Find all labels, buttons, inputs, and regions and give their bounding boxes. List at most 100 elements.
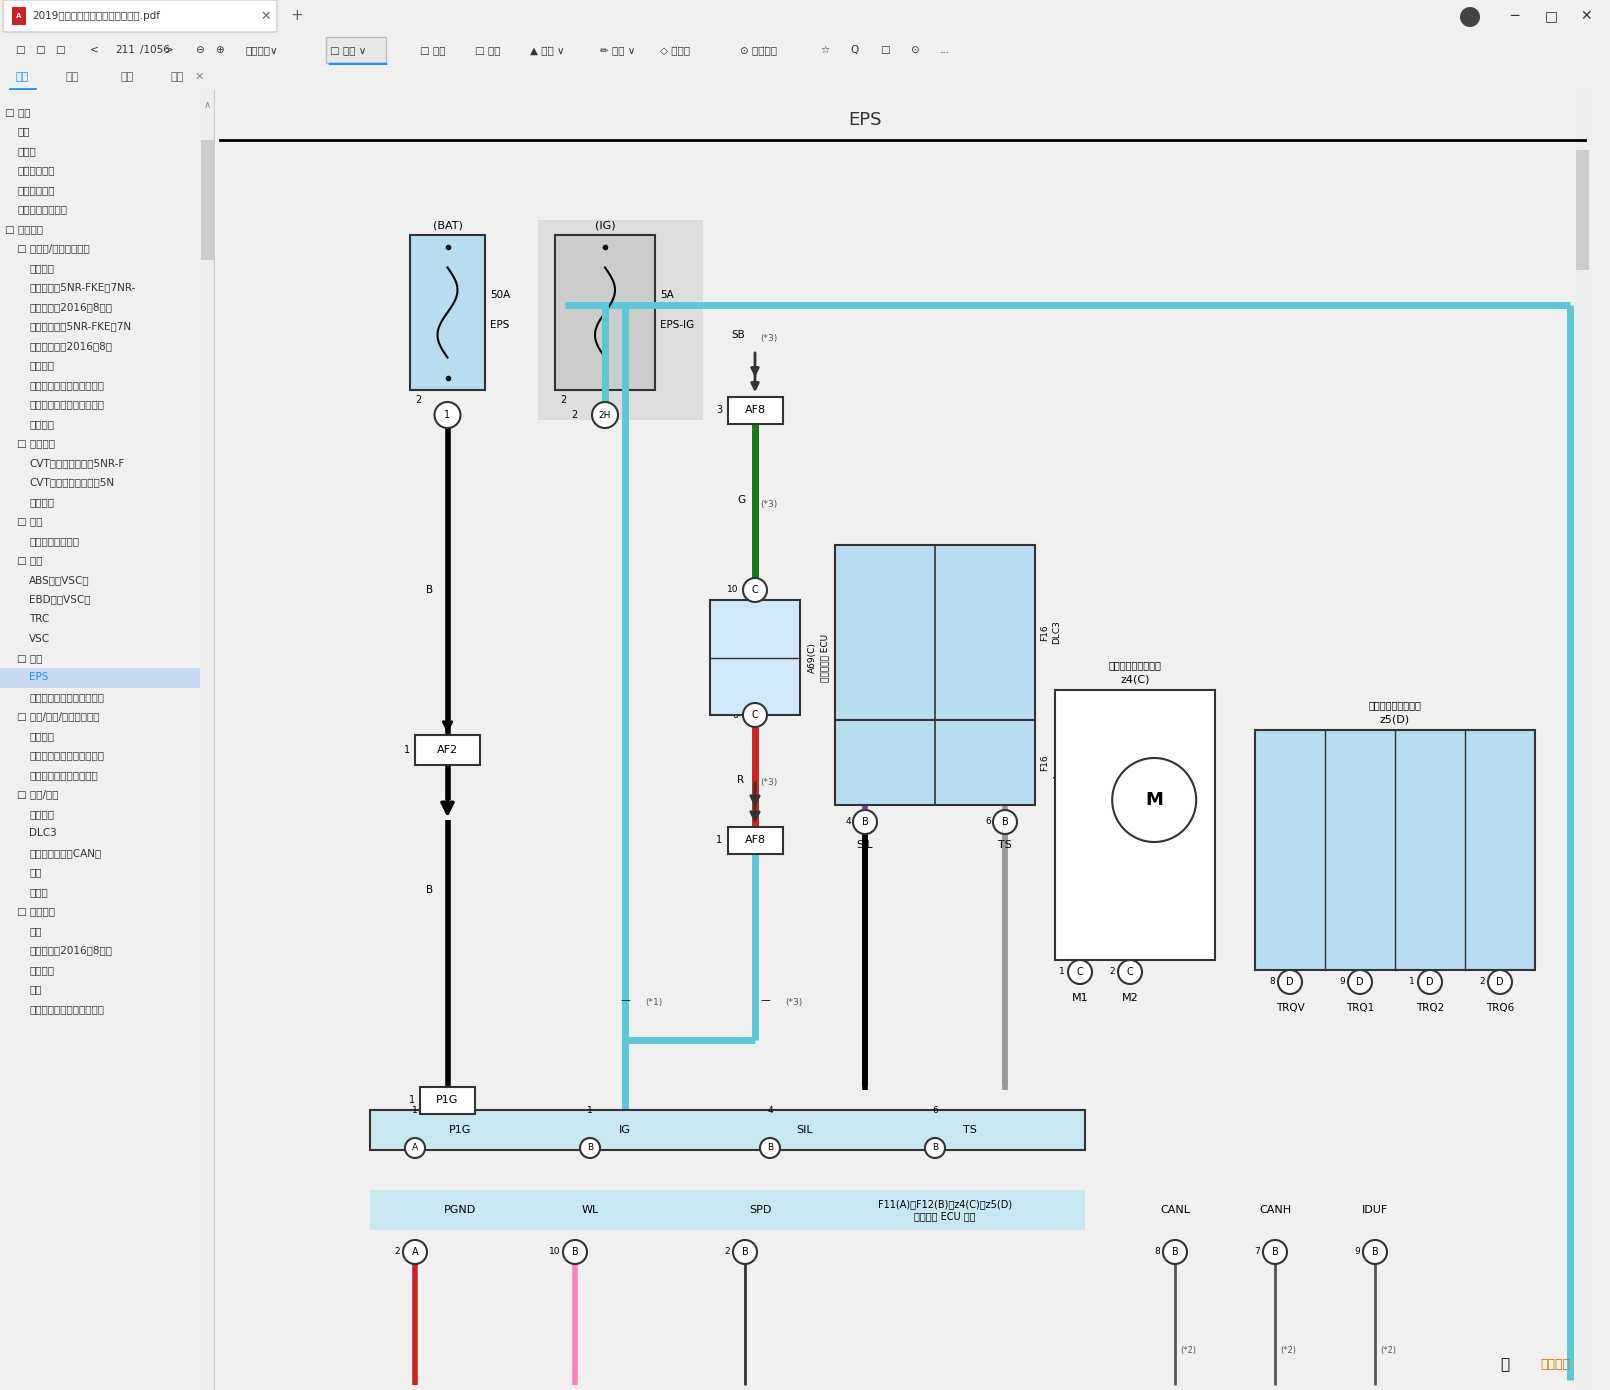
- Text: E: E: [850, 758, 857, 767]
- Text: □ 发动机/混合动力系统: □ 发动机/混合动力系统: [18, 243, 90, 253]
- Text: R: R: [737, 776, 744, 785]
- Bar: [0, 669, 200, 688]
- Text: 9: 9: [1340, 977, 1344, 987]
- Text: 211: 211: [114, 44, 135, 56]
- Text: 搭铁点: 搭铁点: [29, 887, 48, 897]
- Text: 1: 1: [1409, 977, 1415, 987]
- Text: (*2): (*2): [1180, 1346, 1196, 1354]
- Text: □ 传动系统: □ 传动系统: [18, 438, 55, 449]
- Text: CVT和换档指示灯（5NR-F: CVT和换档指示灯（5NR-F: [29, 457, 124, 468]
- Text: 音响系统: 音响系统: [29, 731, 55, 741]
- Text: 50A: 50A: [489, 291, 510, 300]
- Text: z5(D): z5(D): [1380, 714, 1410, 726]
- Text: B: B: [1001, 817, 1008, 827]
- Circle shape: [1364, 1240, 1386, 1264]
- Text: □ 音频/视频/车载通信系统: □ 音频/视频/车载通信系统: [18, 712, 100, 721]
- Text: B: B: [932, 1144, 939, 1152]
- Text: V: V: [850, 639, 857, 651]
- Text: 1: 1: [716, 835, 723, 845]
- Text: 2: 2: [1109, 967, 1116, 977]
- Circle shape: [1348, 970, 1372, 994]
- Text: D: D: [1356, 977, 1364, 987]
- Text: CVT和换档指示灯（除5N: CVT和换档指示灯（除5N: [29, 478, 114, 488]
- FancyBboxPatch shape: [728, 827, 782, 853]
- Text: 2: 2: [394, 1247, 399, 1257]
- Text: >: >: [164, 44, 174, 56]
- Text: EBD（带VSC）: EBD（带VSC）: [29, 595, 90, 605]
- Text: GR: GR: [943, 758, 958, 767]
- Text: 5A: 5A: [660, 291, 673, 300]
- Bar: [1576, 150, 1589, 270]
- Text: P1G: P1G: [449, 1125, 472, 1136]
- Text: 充电系统: 充电系统: [29, 809, 55, 819]
- Text: GR: GR: [943, 639, 958, 651]
- FancyBboxPatch shape: [420, 1087, 475, 1113]
- Text: 2: 2: [724, 1247, 729, 1257]
- Text: ⊖: ⊖: [195, 44, 204, 56]
- Text: 2: 2: [572, 410, 576, 420]
- Text: 组合仪表（2016年8月之: 组合仪表（2016年8月之: [29, 945, 113, 955]
- Circle shape: [993, 810, 1018, 834]
- Text: □ 视图: □ 视图: [420, 44, 446, 56]
- Text: 4号接线连接器: 4号接线连接器: [1053, 745, 1061, 780]
- Text: (*2): (*2): [1380, 1346, 1396, 1354]
- Circle shape: [1278, 970, 1302, 994]
- Text: □: □: [55, 44, 64, 56]
- Text: TRQ6: TRQ6: [1486, 1004, 1513, 1013]
- Text: 4: 4: [845, 796, 850, 806]
- Text: SPD: SPD: [749, 1205, 771, 1215]
- Text: 1: 1: [404, 745, 411, 755]
- Text: TS: TS: [971, 569, 987, 581]
- Text: TS: TS: [998, 840, 1013, 851]
- Text: ∧: ∧: [203, 100, 211, 110]
- Text: □: □: [1546, 8, 1558, 24]
- Text: ─: ─: [1510, 8, 1518, 24]
- Text: 门锁控制: 门锁控制: [29, 965, 55, 974]
- Text: (*3): (*3): [760, 334, 778, 342]
- Bar: [1575, 90, 1591, 1390]
- Text: 电源: 电源: [29, 867, 42, 877]
- Circle shape: [1113, 758, 1196, 842]
- Text: □: □: [881, 44, 890, 56]
- Text: ✕: ✕: [195, 72, 204, 82]
- FancyBboxPatch shape: [710, 600, 800, 714]
- Circle shape: [435, 402, 460, 428]
- Circle shape: [1067, 960, 1092, 984]
- Text: (*2): (*2): [1280, 1346, 1296, 1354]
- Text: F11(A)、F12(B)、z4(C)、z5(D)
动力转向 ECU 总成: F11(A)、F12(B)、z4(C)、z5(D) 动力转向 ECU 总成: [877, 1200, 1013, 1220]
- Text: —: —: [760, 995, 770, 1005]
- Text: D: D: [1496, 977, 1504, 987]
- Text: CANL: CANL: [1159, 1205, 1190, 1215]
- Text: 发动机控制（5NR-FKE、7N: 发动机控制（5NR-FKE、7N: [29, 321, 130, 331]
- Text: □: □: [35, 44, 45, 56]
- FancyBboxPatch shape: [836, 720, 1035, 805]
- Text: 发动机控制（2016年8月: 发动机控制（2016年8月: [29, 341, 113, 352]
- Text: EPS-IG: EPS-IG: [660, 320, 694, 329]
- Text: 丰田驻车辅助传感器系统: 丰田驻车辅助传感器系统: [29, 770, 98, 780]
- Text: D: D: [1426, 977, 1435, 987]
- Text: (IG): (IG): [594, 220, 615, 229]
- FancyBboxPatch shape: [836, 545, 1035, 720]
- FancyBboxPatch shape: [1256, 730, 1534, 970]
- Text: 10: 10: [726, 585, 737, 595]
- Text: 3: 3: [840, 628, 845, 637]
- Text: 1: 1: [412, 1106, 419, 1115]
- Text: 2019年丰田威驰雅力士致炫电路图.pdf: 2019年丰田威驰雅力士致炫电路图.pdf: [32, 11, 159, 21]
- Text: ▲ 标记 ∨: ▲ 标记 ∨: [530, 44, 565, 56]
- Text: B: B: [1071, 935, 1079, 945]
- Text: D: D: [1286, 977, 1294, 987]
- Text: ◇ 橡皮擦: ◇ 橡皮擦: [660, 44, 691, 56]
- Text: (*1): (*1): [646, 998, 662, 1008]
- Text: IG: IG: [620, 1125, 631, 1136]
- Text: SIL: SIL: [857, 840, 873, 851]
- Circle shape: [1117, 960, 1141, 984]
- Text: M2: M2: [1122, 992, 1138, 1004]
- Text: A: A: [16, 13, 21, 19]
- Text: 2: 2: [415, 395, 422, 404]
- Text: VSC: VSC: [29, 634, 50, 644]
- Text: 6: 6: [985, 817, 992, 827]
- Text: ⊕: ⊕: [216, 44, 224, 56]
- Text: 轮胎压力警告系统: 轮胎压力警告系统: [29, 537, 79, 546]
- Text: □ 车辆内饰: □ 车辆内饰: [18, 906, 55, 916]
- Text: 术语和符号表: 术语和符号表: [18, 165, 55, 175]
